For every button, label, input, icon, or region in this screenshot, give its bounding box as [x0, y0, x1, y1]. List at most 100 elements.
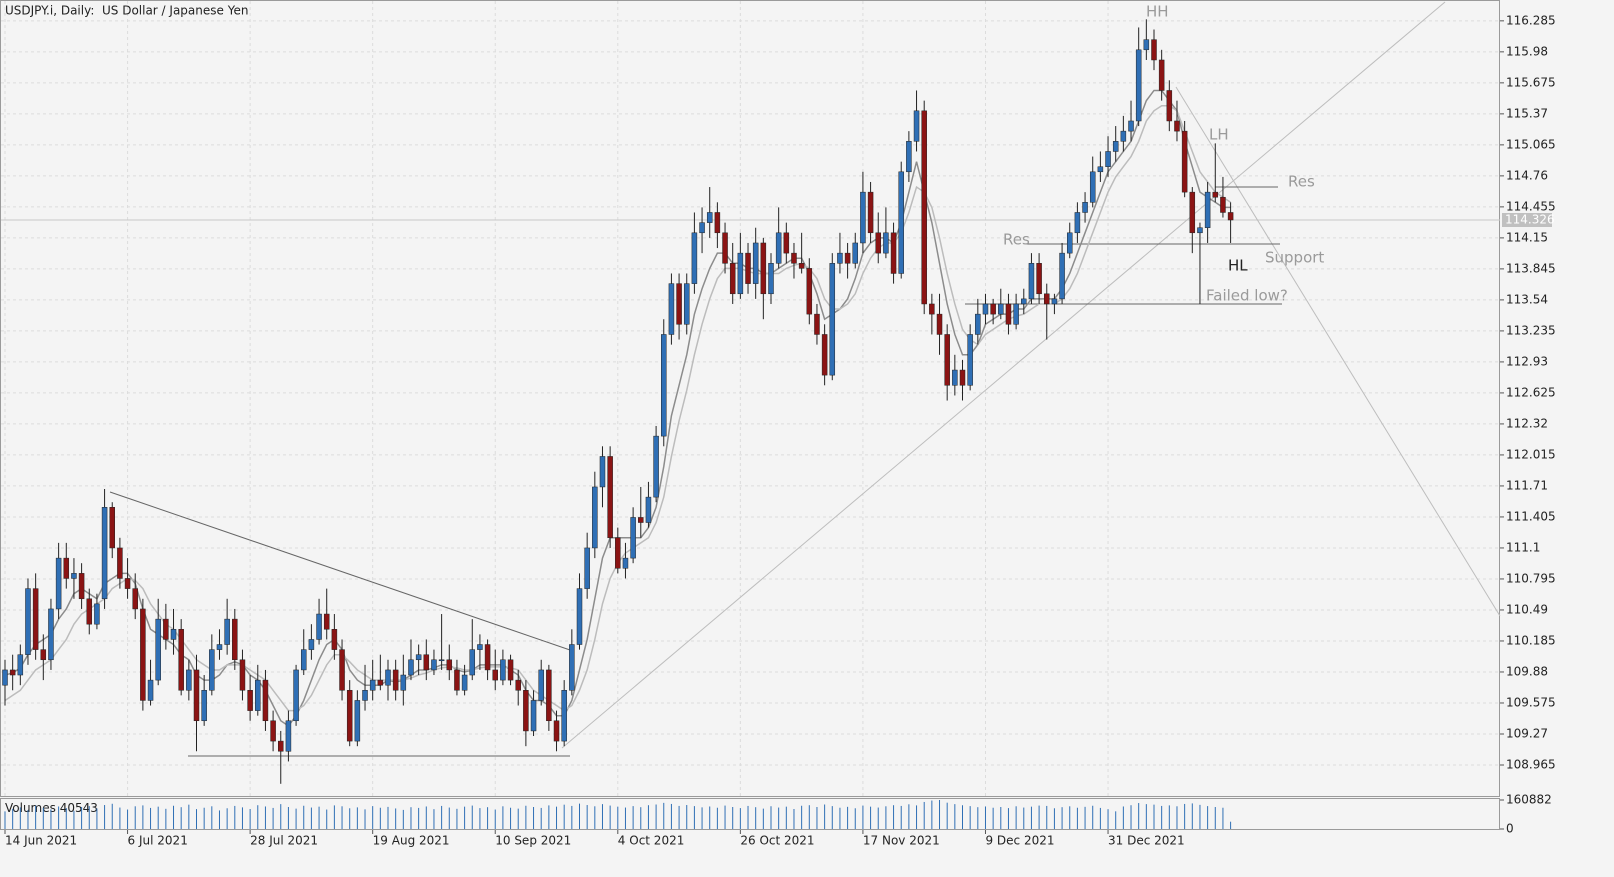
y-tick-label: 110.795	[1506, 571, 1556, 585]
candle-body	[638, 517, 644, 523]
y-tick-label: 115.98	[1506, 44, 1548, 58]
x-tick-label: 28 Jul 2021	[250, 834, 318, 848]
y-tick-label: 110.49	[1506, 602, 1548, 616]
candle-body	[553, 720, 560, 742]
annotation: HH	[1146, 3, 1169, 21]
annotation: Failed low?	[1206, 287, 1288, 305]
candle-body	[921, 110, 927, 305]
x-tick-label: 26 Oct 2021	[740, 834, 814, 848]
candle-body	[94, 603, 100, 625]
candle-body	[1174, 120, 1180, 132]
candle-body	[101, 507, 108, 600]
candle-body	[1066, 232, 1073, 254]
candle-body	[775, 232, 782, 264]
y-tick-label: 112.015	[1506, 447, 1556, 461]
candle-body	[676, 283, 682, 325]
candle-body	[55, 557, 62, 610]
candle-body	[86, 598, 93, 625]
candle-body	[875, 232, 881, 254]
candle-body	[783, 232, 790, 254]
candle-body	[1005, 303, 1012, 325]
x-tick-label: 19 Aug 2021	[373, 834, 450, 848]
annotation: Res	[1003, 231, 1030, 249]
candle-body	[944, 334, 950, 386]
candle-body	[17, 654, 24, 676]
candle-body	[768, 263, 774, 295]
x-tick-label: 31 Dec 2021	[1108, 834, 1185, 848]
candle-body	[599, 456, 606, 488]
y-tick-label: 111.1	[1506, 540, 1540, 554]
x-tick-label: 14 Jun 2021	[5, 834, 77, 848]
y-tick-label: 113.54	[1506, 292, 1548, 306]
candle-body	[1082, 202, 1088, 213]
volume-panel	[0, 798, 1500, 830]
candle-body	[1051, 298, 1058, 305]
candle-body	[163, 618, 169, 640]
candle-body	[530, 700, 537, 732]
candle-body	[385, 669, 391, 686]
y-tick-label: 109.575	[1506, 695, 1556, 709]
candle-body	[316, 613, 322, 640]
y-tick-label: 111.71	[1506, 478, 1548, 492]
candle-body	[178, 629, 184, 691]
candle-body	[821, 334, 828, 376]
candle-body	[890, 232, 897, 274]
candle-body	[852, 242, 859, 264]
candle-body	[285, 720, 292, 752]
candle-body	[224, 618, 230, 645]
candle-body	[607, 456, 613, 539]
candle-body	[1059, 252, 1065, 300]
candle-body	[71, 573, 77, 579]
candle-body	[461, 674, 468, 691]
candle-body	[906, 141, 912, 173]
candle-body	[209, 649, 215, 691]
candle-body	[1227, 212, 1234, 221]
candle-body	[247, 690, 253, 711]
annotation: Res	[1288, 173, 1315, 191]
candle-body	[431, 659, 437, 671]
candle-body	[1204, 191, 1211, 228]
candle-body	[469, 649, 476, 676]
candle-body	[691, 232, 698, 284]
candle-body	[339, 649, 345, 691]
candle-body	[438, 659, 445, 662]
candle-body	[538, 669, 544, 701]
candle-body	[1220, 196, 1226, 213]
candle-body	[829, 263, 836, 376]
trend-line	[1175, 86, 1501, 617]
candle-body	[791, 252, 797, 264]
trend-line	[109, 491, 571, 651]
candle-body	[1128, 120, 1134, 132]
candle-body	[1197, 227, 1203, 234]
plot	[2, 19, 1234, 784]
candle-body	[147, 679, 154, 701]
candle-body	[32, 588, 39, 650]
candle-body	[913, 110, 920, 142]
candle-body	[354, 700, 361, 742]
candle-body	[300, 649, 307, 671]
candle-body	[346, 690, 353, 742]
candle-body	[883, 232, 889, 254]
candle-body	[722, 232, 728, 264]
candle-body	[737, 252, 744, 295]
candle-body	[507, 659, 514, 681]
candle-body	[645, 496, 652, 523]
candle-body	[898, 171, 904, 274]
candle-body	[1097, 166, 1104, 173]
candle-body	[837, 252, 843, 264]
x-tick-label: 10 Sep 2021	[495, 834, 571, 848]
candle-body	[683, 283, 690, 325]
y-tick-label: 109.88	[1506, 664, 1548, 678]
y-tick-label: 112.625	[1506, 385, 1556, 399]
candle-body	[1013, 303, 1019, 325]
candle-body	[155, 618, 161, 681]
candle-body	[78, 573, 85, 600]
candle-body	[239, 659, 246, 691]
candle-body	[63, 557, 70, 579]
candle-body	[1028, 263, 1035, 300]
x-tick-label: 4 Oct 2021	[618, 834, 685, 848]
candle-body	[929, 303, 935, 315]
candle-body	[745, 252, 751, 284]
y-tick-label: 109.27	[1506, 726, 1548, 740]
